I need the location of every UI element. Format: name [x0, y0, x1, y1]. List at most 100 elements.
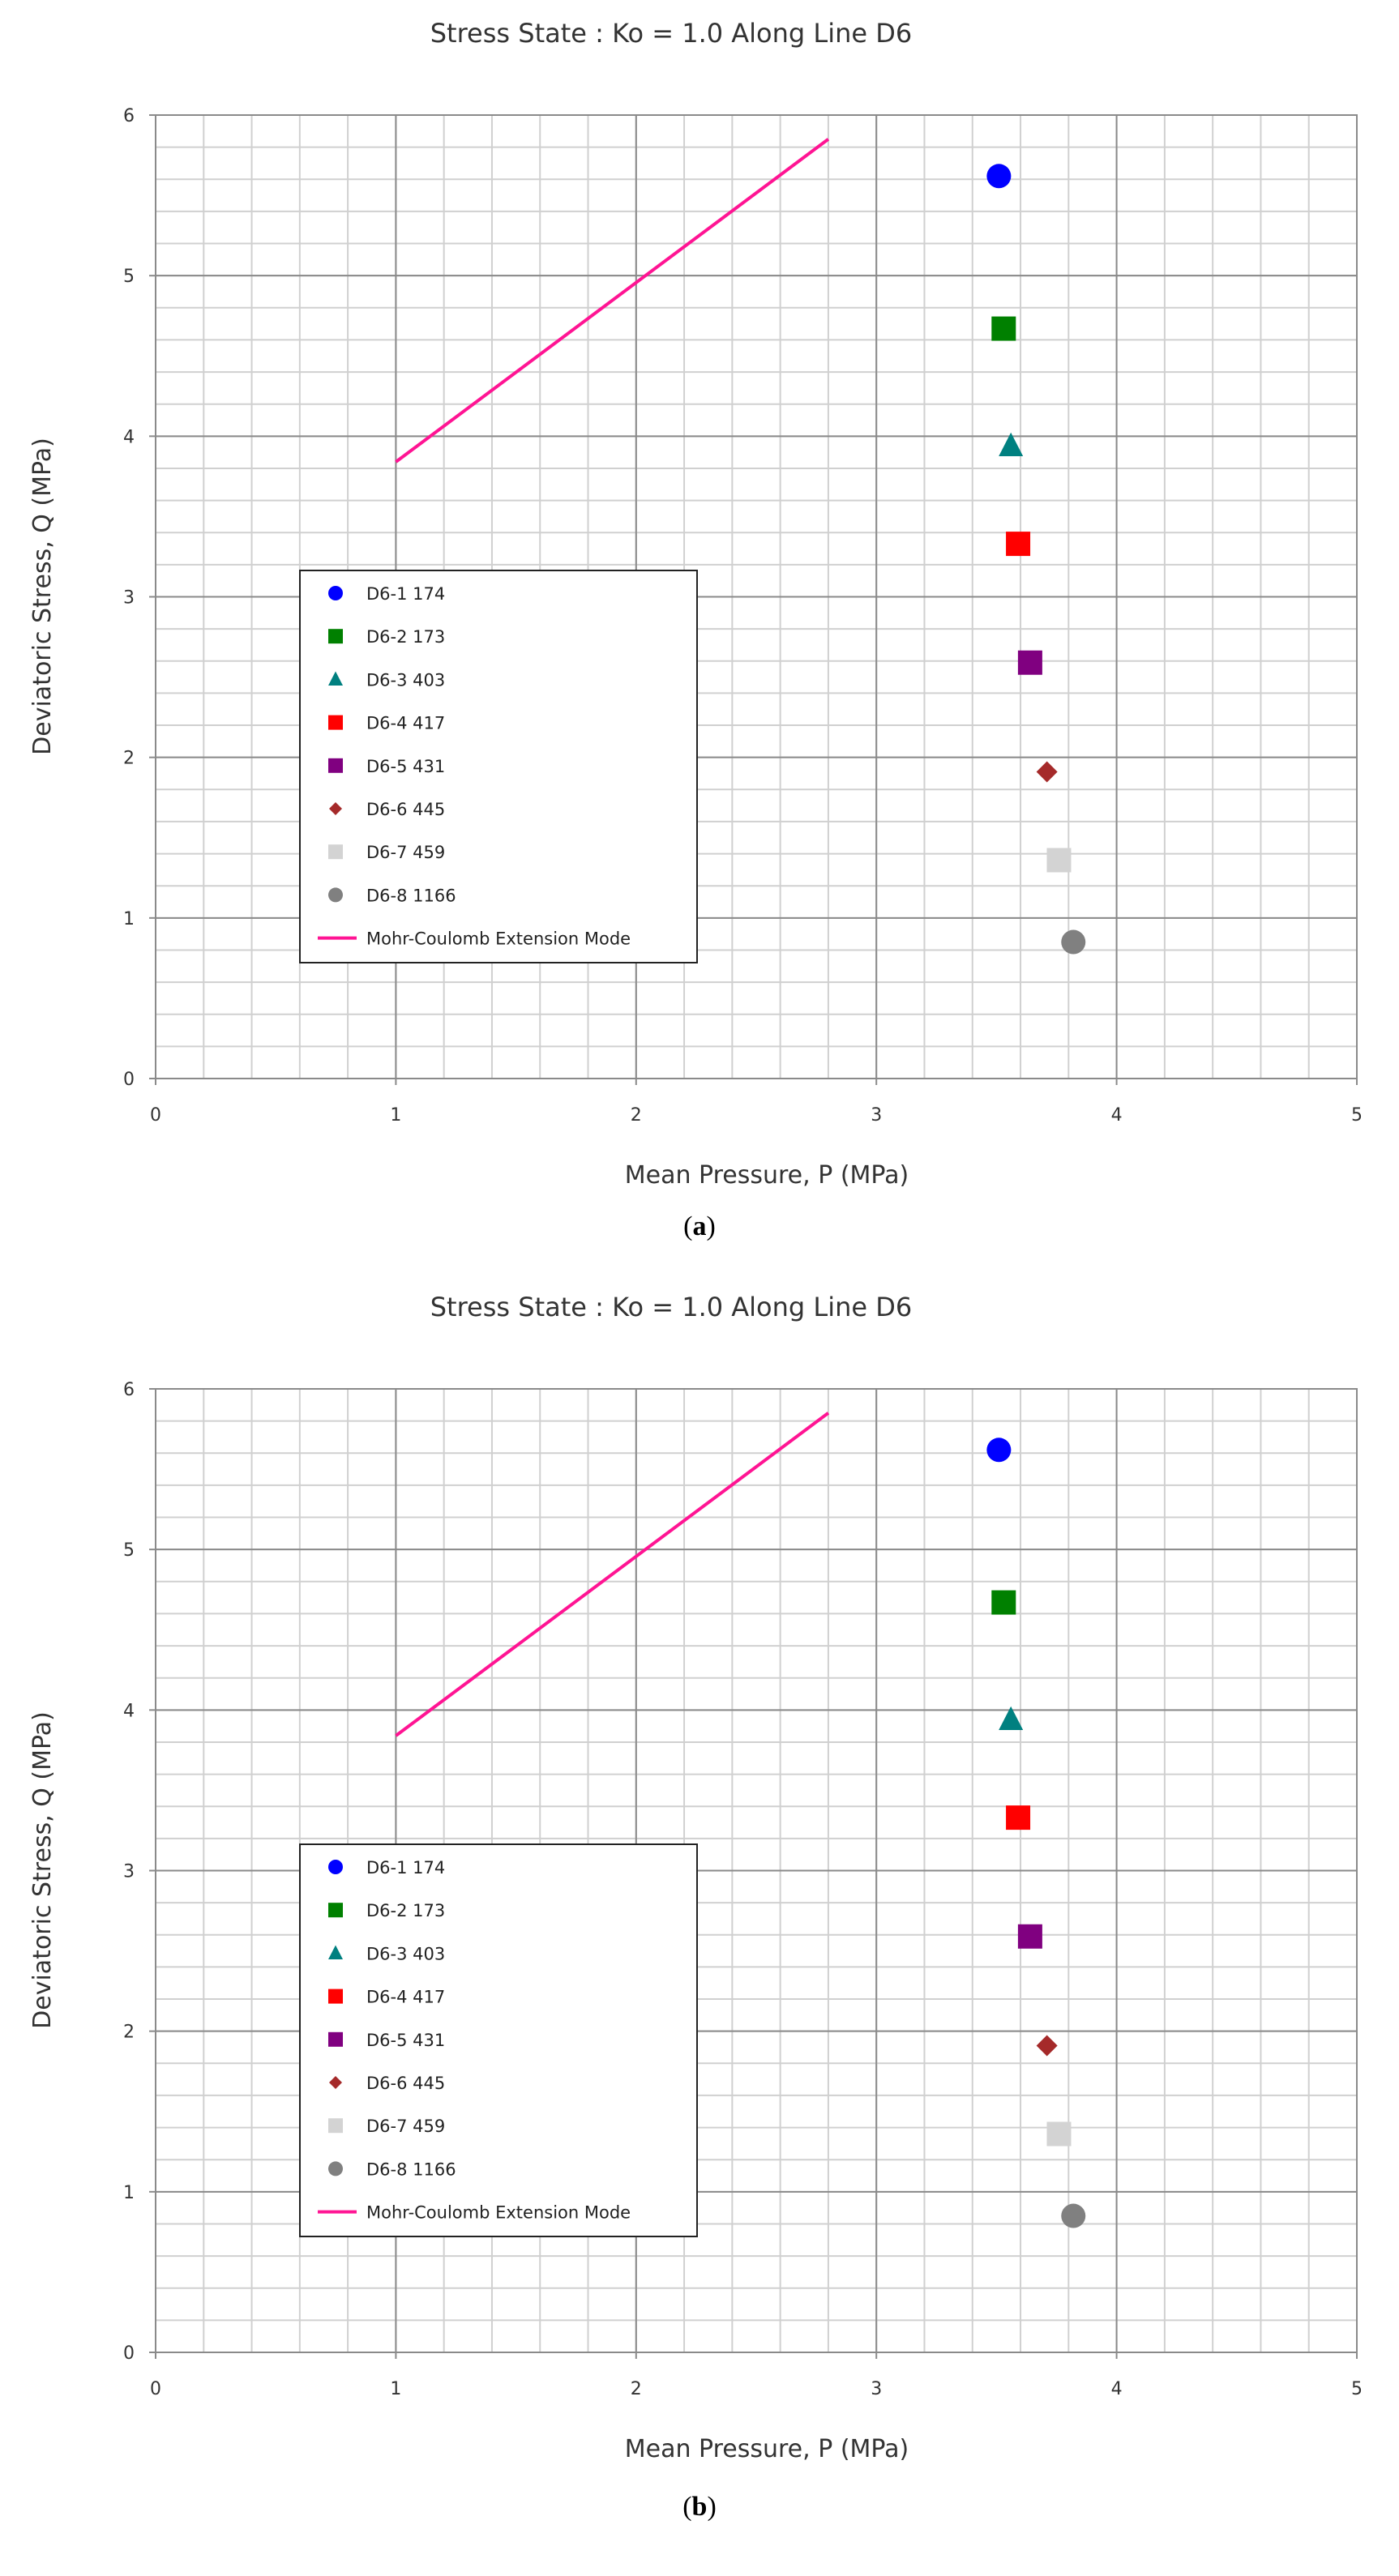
- data-point-d6-2: [991, 1590, 1016, 1615]
- data-point-d6-1: [986, 164, 1012, 189]
- legend-entry: D6-1 174: [328, 1858, 445, 1878]
- x-tick-label: 2: [631, 1105, 642, 1126]
- y-axis-label: Deviatoric Stress, Q (MPa): [28, 438, 57, 755]
- legend-entry: D6-6 445: [329, 2074, 445, 2093]
- y-tick-label: 1: [123, 909, 135, 929]
- legend-entry: D6-7 459: [328, 2117, 445, 2136]
- legend-label: D6-3 403: [366, 1944, 445, 1963]
- legend-swatch: [329, 2076, 342, 2089]
- legend-entry: D6-2 173: [328, 627, 445, 647]
- legend-swatch: [328, 1903, 343, 1918]
- caption-b: (b): [682, 2492, 717, 2522]
- y-tick-label: 5: [123, 1540, 135, 1561]
- x-tick-label: 5: [1351, 1105, 1363, 1126]
- data-point-d6-6: [1036, 2035, 1058, 2057]
- legend-label: D6-3 403: [366, 670, 445, 690]
- legend: D6-1 174 D6-2 173 D6-3 403 D6-4 417 D6-5 431…: [299, 570, 698, 963]
- legend-swatch: [328, 2161, 343, 2177]
- legend-entry: D6-1 174: [328, 584, 445, 604]
- data-point-d6-6: [1036, 761, 1058, 783]
- data-point-d6-7: [1046, 848, 1072, 873]
- legend-swatch: [328, 844, 343, 860]
- x-tick-label: 5: [1351, 2379, 1363, 2399]
- chart-title: Stress State : Ko = 1.0 Along Line D6: [430, 1292, 913, 1322]
- legend-swatch: [328, 629, 343, 644]
- legend-swatch: [328, 2031, 343, 2047]
- y-tick-label: 5: [123, 267, 135, 287]
- caption-a: (a): [683, 1211, 716, 1241]
- legend-label: D6-2 173: [366, 1901, 445, 1920]
- legend-label: D6-4 417: [366, 1988, 445, 2007]
- data-point-d6-2: [991, 316, 1016, 341]
- legend-entry: Mohr-Coulomb Extension Mode: [318, 2203, 631, 2223]
- legend-label: D6-2 173: [366, 627, 445, 647]
- data-point-d6-4: [1006, 532, 1031, 557]
- chart-title: Stress State : Ko = 1.0 Along Line D6: [430, 18, 913, 49]
- legend-swatch: [328, 715, 343, 730]
- caption-b-label: b: [691, 2492, 708, 2522]
- data-point-d6-3: [999, 1706, 1024, 1730]
- y-tick-label: 4: [123, 1701, 135, 1721]
- x-tick-label: 1: [390, 1105, 401, 1126]
- legend-entry: D6-7 459: [328, 843, 445, 862]
- legend-swatch: [328, 586, 343, 600]
- chart-panel-a: 0 1 2 3 4 5 0 1 2 3 4 5 6 Stress State : Ko = 1.0 Alo…: [0, 0, 1399, 1274]
- y-tick-label: 3: [123, 1862, 135, 1882]
- mohr-coulomb-extension-line: [395, 138, 830, 464]
- legend-entry: D6-8 1166: [328, 886, 456, 905]
- y-tick-label: 4: [123, 427, 135, 447]
- x-axis-label: Mean Pressure, P (MPa): [625, 1161, 909, 1190]
- y-tick-label: 6: [123, 1380, 135, 1400]
- legend-swatch: [328, 671, 343, 686]
- legend-entry: D6-8 1166: [328, 2159, 456, 2179]
- x-tick-label: 4: [1111, 2379, 1123, 2399]
- mohr-coulomb-extension-line: [395, 1412, 830, 1737]
- legend-label: D6-5 431: [366, 2031, 445, 2050]
- legend-entry: D6-3 403: [328, 1944, 445, 1963]
- data-point-d6-8: [1061, 2203, 1086, 2228]
- data-point-d6-3: [999, 432, 1024, 456]
- y-tick-label: 6: [123, 106, 135, 126]
- x-tick-label: 3: [871, 1105, 882, 1126]
- legend-box: [299, 1843, 698, 2237]
- y-tick-label: 0: [123, 1070, 135, 1090]
- legend-label: D6-4 417: [366, 714, 445, 733]
- legend-label: D6-1 174: [366, 1858, 445, 1878]
- legend-entry: D6-4 417: [328, 1988, 445, 2007]
- legend-entry: D6-5 431: [328, 2031, 445, 2050]
- legend-swatch: [328, 1989, 343, 2004]
- legend-swatch: [328, 887, 343, 903]
- data-point-d6-1: [986, 1438, 1012, 1463]
- data-point-d6-5: [1017, 1924, 1042, 1949]
- legend-swatch: [329, 802, 342, 815]
- data-point-d6-8: [1061, 929, 1086, 955]
- legend-entry: D6-3 403: [328, 670, 445, 690]
- legend-entry: D6-5 431: [328, 757, 445, 776]
- legend-label: D6-8 1166: [366, 886, 456, 905]
- x-axis-label: Mean Pressure, P (MPa): [625, 2435, 909, 2463]
- legend-entry: D6-4 417: [328, 714, 445, 733]
- legend-entry: D6-2 173: [328, 1901, 445, 1920]
- legend-label: Mohr-Coulomb Extension Mode: [366, 2203, 631, 2223]
- legend: D6-1 174 D6-2 173 D6-3 403 D6-4 417 D6-5 431…: [299, 1843, 698, 2237]
- legend-swatch: [328, 758, 343, 773]
- x-tick-label: 3: [871, 2379, 882, 2399]
- chart-panel-b: 0 1 2 3 4 5 0 1 2 3 4 5 6 Stress State : Ko = 1.0 Alo…: [0, 1274, 1399, 2548]
- y-tick-label: 3: [123, 588, 135, 609]
- legend-box: [299, 570, 698, 963]
- legend-entry: D6-6 445: [329, 800, 445, 819]
- caption-a-label: a: [692, 1211, 707, 1241]
- scatter-chart-b: 0 1 2 3 4 5 0 1 2 3 4 5 6 Stress State : Ko = 1.0 Alo…: [28, 1292, 1363, 2463]
- legend-label: D6-5 431: [366, 757, 445, 776]
- legend-label: D6-7 459: [366, 2117, 445, 2136]
- x-tick-label: 0: [150, 2379, 161, 2399]
- legend-label: D6-1 174: [366, 584, 445, 604]
- x-tick-label: 0: [150, 1105, 161, 1126]
- x-tick-label: 4: [1111, 1105, 1123, 1126]
- y-axis-label: Deviatoric Stress, Q (MPa): [28, 1711, 57, 2029]
- legend-label: D6-8 1166: [366, 2159, 456, 2179]
- y-tick-label: 2: [123, 2023, 135, 2043]
- x-tick-label: 2: [631, 2379, 642, 2399]
- legend-label: D6-7 459: [366, 843, 445, 862]
- legend-label: D6-6 445: [366, 800, 445, 819]
